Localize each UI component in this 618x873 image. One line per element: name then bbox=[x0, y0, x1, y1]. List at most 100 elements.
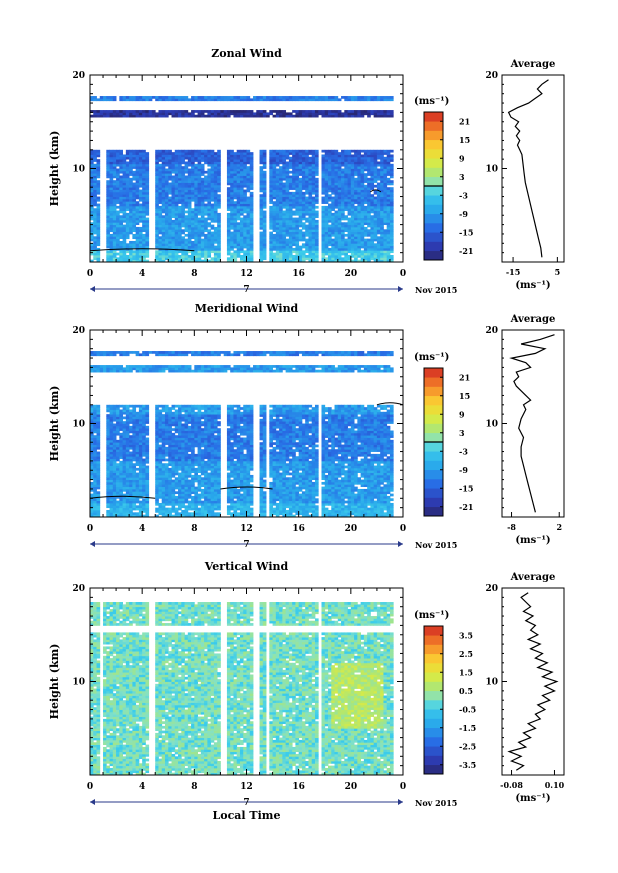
heatmap-cell bbox=[305, 233, 309, 237]
heatmap-cell bbox=[324, 243, 329, 247]
heatmap-cell bbox=[93, 435, 97, 438]
heatmap-cell bbox=[328, 149, 332, 153]
heatmap-cell bbox=[119, 493, 123, 497]
heatmap-cell bbox=[386, 217, 391, 221]
heatmap-cell bbox=[321, 196, 326, 200]
heatmap-cell bbox=[112, 224, 117, 228]
heatmap-cell bbox=[116, 175, 120, 179]
heatmap-cell bbox=[285, 112, 290, 116]
heatmap-cell bbox=[122, 502, 127, 506]
heatmap-cell bbox=[129, 425, 133, 429]
heatmap-cell bbox=[129, 495, 133, 499]
heatmap-cell bbox=[158, 98, 163, 102]
heatmap-cell bbox=[93, 189, 97, 193]
heatmap-cell bbox=[328, 203, 332, 207]
heatmap bbox=[90, 351, 394, 518]
heatmap-cell bbox=[200, 189, 205, 193]
heatmap-cell bbox=[213, 254, 218, 258]
heatmap-cell bbox=[386, 233, 391, 237]
heatmap-cell bbox=[292, 219, 296, 223]
heatmap-cell bbox=[112, 215, 117, 218]
heatmap-cell bbox=[109, 369, 114, 373]
heatmap-cell bbox=[90, 365, 94, 368]
heatmap-cell bbox=[112, 194, 117, 197]
heatmap-cell bbox=[380, 182, 384, 186]
heatmap-cell bbox=[112, 243, 117, 247]
heatmap-cell bbox=[106, 189, 110, 193]
heatmap-cell bbox=[132, 367, 137, 371]
heatmap-cell bbox=[135, 191, 140, 195]
heatmap-cell bbox=[249, 236, 254, 240]
heatmap-cell bbox=[171, 257, 176, 261]
heatmap-cell bbox=[279, 112, 283, 116]
heatmap-cell bbox=[301, 210, 306, 214]
heatmap-cell bbox=[314, 219, 319, 223]
heatmap-cell bbox=[357, 233, 362, 237]
heatmap-cell bbox=[125, 191, 130, 195]
heatmap-cell bbox=[155, 152, 159, 155]
heatmap-cell bbox=[93, 250, 97, 254]
heatmap-cell bbox=[119, 502, 123, 506]
heatmap-cell bbox=[90, 451, 94, 455]
heatmap-cell bbox=[112, 505, 117, 509]
heatmap-cell bbox=[119, 184, 123, 188]
heatmap-cell bbox=[129, 208, 133, 211]
heatmap-cell bbox=[354, 177, 358, 181]
heatmap-cell bbox=[200, 180, 205, 183]
heatmap-cell bbox=[119, 465, 123, 469]
heatmap-cell bbox=[164, 238, 169, 242]
heatmap-cell bbox=[164, 252, 169, 256]
heatmap-cell bbox=[122, 514, 127, 518]
heatmap-cell bbox=[174, 201, 179, 204]
heatmap-cell bbox=[90, 495, 94, 499]
heatmap-cell bbox=[357, 156, 362, 160]
heatmap-cell bbox=[376, 231, 381, 235]
heatmap-cell bbox=[132, 152, 137, 155]
heatmap-cell bbox=[217, 194, 221, 197]
heatmap-cell bbox=[269, 252, 273, 256]
heatmap-cell bbox=[347, 152, 352, 155]
heatmap-cell bbox=[226, 247, 231, 251]
heatmap-cell bbox=[174, 154, 179, 158]
heatmap-cell bbox=[161, 245, 166, 249]
heatmap-cell bbox=[341, 208, 345, 211]
heatmap-cell bbox=[337, 243, 342, 247]
heatmap-cell bbox=[112, 163, 117, 167]
heatmap-cell bbox=[288, 201, 293, 204]
heatmap-cell bbox=[142, 222, 146, 225]
heatmap-cell bbox=[331, 159, 335, 162]
heatmap-cell bbox=[106, 203, 110, 207]
heatmap-cell bbox=[112, 481, 117, 485]
heatmap-cell bbox=[155, 96, 159, 99]
heatmap-cell bbox=[210, 194, 215, 197]
heatmap-cell bbox=[217, 196, 221, 200]
heatmap-cell bbox=[239, 236, 244, 240]
heatmap-cell bbox=[125, 208, 130, 211]
heatmap-cell bbox=[112, 414, 117, 417]
heatmap-cell bbox=[380, 184, 384, 188]
heatmap-cell bbox=[259, 154, 264, 158]
heatmap-cell bbox=[233, 154, 238, 158]
heatmap-cell bbox=[158, 152, 163, 155]
heatmap-cell bbox=[142, 110, 146, 113]
heatmap-cell bbox=[383, 236, 388, 240]
heatmap-cell bbox=[112, 500, 117, 504]
heatmap-cell bbox=[341, 226, 345, 230]
heatmap-cell bbox=[288, 112, 293, 116]
heatmap-cell bbox=[285, 203, 290, 207]
heatmap-cell bbox=[210, 212, 215, 216]
heatmap-cell bbox=[138, 240, 143, 244]
heatmap-cell bbox=[191, 224, 195, 228]
heatmap-cell bbox=[96, 409, 101, 413]
heatmap-cell bbox=[314, 154, 319, 158]
heatmap-cell bbox=[129, 502, 133, 506]
heatmap-cell bbox=[125, 479, 130, 483]
heatmap-cell bbox=[350, 247, 355, 251]
heatmap-cell bbox=[301, 110, 306, 113]
heatmap-cell bbox=[204, 243, 208, 247]
heatmap-cell bbox=[171, 112, 176, 116]
heatmap-cell bbox=[90, 247, 94, 251]
heatmap-cell bbox=[125, 404, 130, 408]
heatmap-cell bbox=[122, 351, 127, 354]
heatmap-cell bbox=[282, 203, 287, 207]
